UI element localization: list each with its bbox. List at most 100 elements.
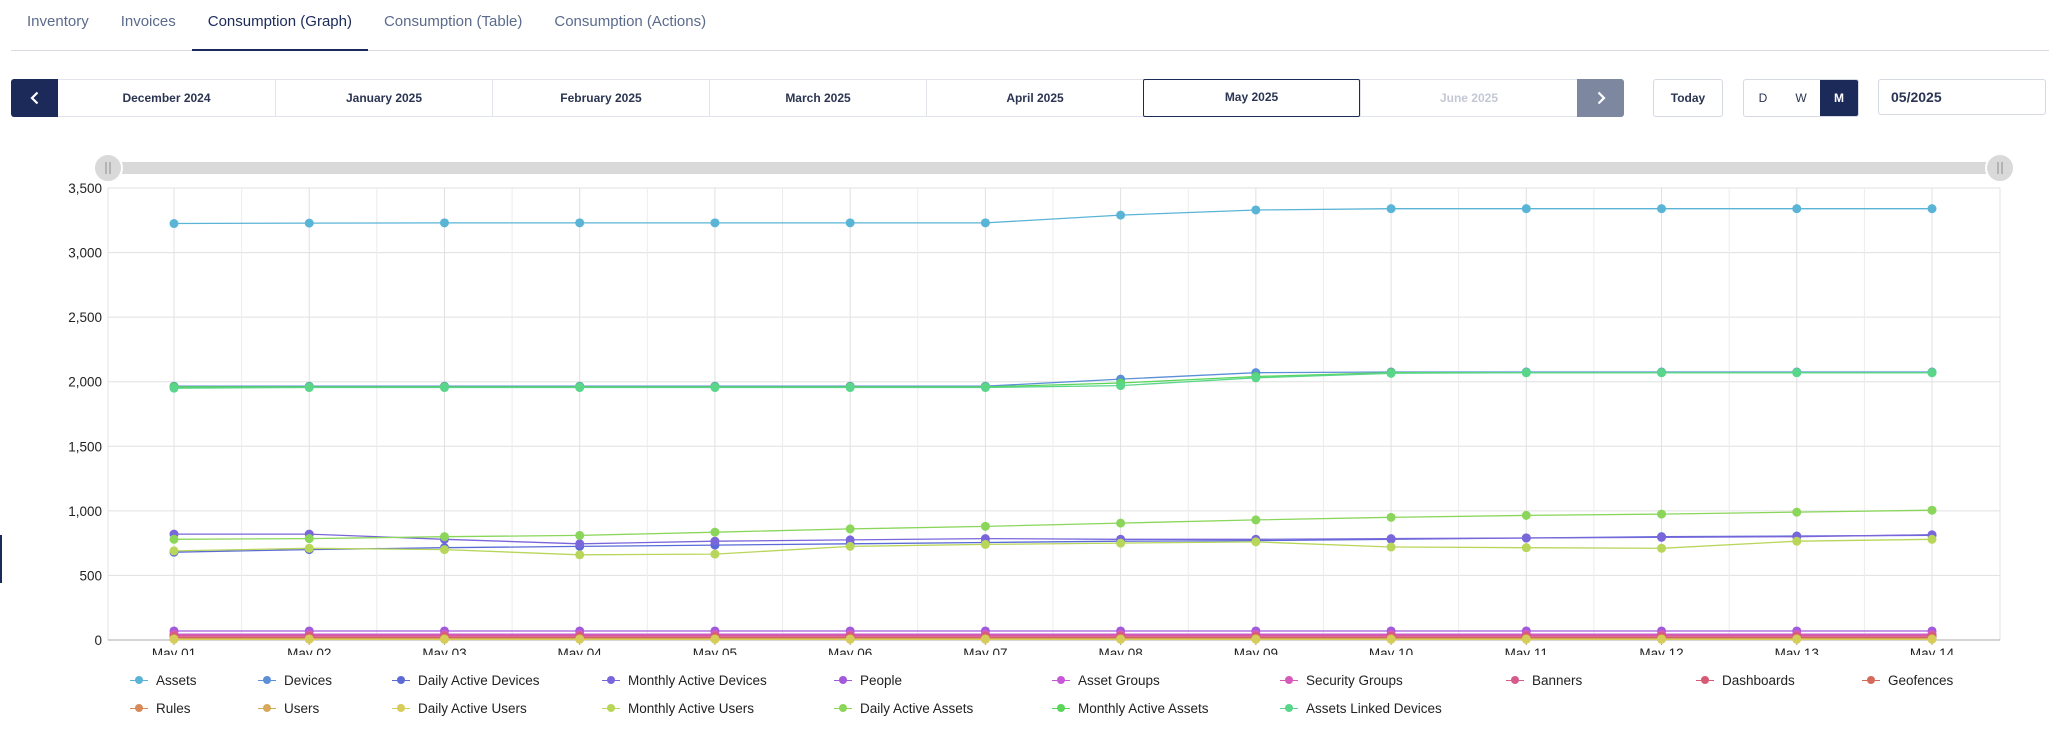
legend-item-banners[interactable]: Banners [1506,673,1696,688]
legend-marker-icon [602,702,620,714]
legend-item-monthly-active-assets[interactable]: Monthly Active Assets [1052,701,1280,716]
x-tick-label: May 12 [1639,646,1683,655]
chevron-right-icon [1597,91,1606,105]
data-point-assets [1386,204,1396,214]
granularity-w-button[interactable]: W [1795,91,1807,105]
range-slider-start-handle[interactable] [93,153,123,183]
granularity-d-button[interactable]: D [1758,91,1768,105]
legend-item-devices[interactable]: Devices [258,673,392,688]
legend-item-people[interactable]: People [834,673,1052,688]
month-may-2025[interactable]: May 2025 [1143,79,1360,117]
legend-marker-icon [258,674,276,686]
legend-label: Daily Active Devices [418,672,540,688]
month-december-2024[interactable]: December 2024 [122,91,211,105]
legend-marker-icon [1506,674,1524,686]
legend-item-monthly-active-devices[interactable]: Monthly Active Devices [602,673,834,688]
data-point-assets-linked-devices [1251,373,1261,383]
series-line-daily-active-assets [173,509,1933,540]
y-tick-label: 3,000 [68,246,102,261]
month-february-2025[interactable]: February 2025 [492,80,709,116]
y-tick-label: 0 [94,633,102,648]
month-january-2025[interactable]: January 2025 [275,80,492,116]
data-point-monthly-active-users [710,549,720,559]
legend-marker-icon [1052,702,1070,714]
month-navigator: December 2024 January 2025 February 2025 Ma… [11,79,1624,117]
legend-item-daily-active-devices[interactable]: Daily Active Devices [392,673,602,688]
previous-month-button[interactable] [11,79,58,117]
data-point-monthly-active-devices [1521,533,1531,543]
legend-label: Monthly Active Assets [1078,700,1209,716]
legend-item-assets[interactable]: Assets [130,673,258,688]
y-tick-label: 1,000 [68,504,102,519]
legend-marker-icon [834,674,852,686]
data-point-assets [845,218,855,228]
next-month-button[interactable] [1577,79,1624,117]
data-point-monthly-active-devices [575,539,585,549]
month-list: December 2024 January 2025 February 2025 Ma… [58,79,1577,117]
x-tick-label: May 11 [1505,646,1548,655]
legend-label: Rules [156,700,191,716]
chart-legend: Assets Devices Daily Active Devices Monthly… [130,666,2030,722]
data-point-daily-active-assets [1251,515,1261,525]
legend-item-security-groups[interactable]: Security Groups [1280,673,1506,688]
tab-consumption-graph[interactable]: Consumption (Graph) [191,0,369,51]
data-point-assets-linked-devices [1116,381,1126,391]
granularity-m-button[interactable]: M [1820,80,1858,116]
y-tick-label: 1,500 [68,439,102,454]
legend-item-dashboards[interactable]: Dashboards [1696,673,1862,688]
data-point-assets-linked-devices [1792,368,1802,378]
data-point-monthly-active-users [1386,542,1396,552]
legend-label: Assets [156,672,197,688]
data-point-daily-active-assets [169,534,179,544]
data-point-assets-linked-devices [980,383,990,393]
legend-label: Geofences [1888,672,1954,688]
today-button[interactable]: Today [1653,79,1723,117]
data-point-daily-active-assets [1657,509,1667,519]
legend-item-assets-linked-devices[interactable]: Assets Linked Devices [1280,701,1506,716]
legend-label: Daily Active Assets [860,700,974,716]
data-point-assets [1116,210,1126,220]
tab-invoices[interactable]: Invoices [120,13,176,30]
legend-item-rules[interactable]: Rules [130,701,258,716]
data-point-daily-active-assets [304,534,314,544]
data-point-assets [1657,204,1667,214]
data-point-daily-active-users [1251,634,1261,644]
tab-inventory[interactable]: Inventory [27,13,89,30]
data-point-daily-active-assets [1792,507,1802,517]
data-point-daily-active-assets [1927,505,1937,515]
month-april-2025[interactable]: April 2025 [926,80,1143,116]
data-point-daily-active-users [439,634,449,644]
data-point-daily-active-users [575,634,585,644]
legend-item-daily-active-assets[interactable]: Daily Active Assets [834,701,1052,716]
legend-marker-icon [1280,674,1298,686]
legend-label: Banners [1532,672,1583,688]
legend-marker-icon [392,674,410,686]
y-tick-label: 2,000 [68,375,102,390]
range-slider-end-handle[interactable] [1985,153,2015,183]
tab-consumption-actions[interactable]: Consumption (Actions) [554,13,707,30]
legend-item-asset-groups[interactable]: Asset Groups [1052,673,1280,688]
legend-item-users[interactable]: Users [258,701,392,716]
month-march-2025[interactable]: March 2025 [709,80,926,116]
tab-consumption-table[interactable]: Consumption (Table) [383,13,523,30]
data-point-assets-linked-devices [1927,368,1937,378]
legend-item-daily-active-users[interactable]: Daily Active Users [392,701,602,716]
data-point-assets [710,218,720,228]
data-point-daily-active-users [1521,634,1531,644]
data-point-daily-active-users [980,634,990,644]
data-point-daily-active-users [1792,634,1802,644]
month-june-2025: June 2025 [1360,80,1577,116]
data-point-assets [169,219,179,229]
y-tick-label: 2,500 [68,310,102,325]
legend-item-monthly-active-users[interactable]: Monthly Active Users [602,701,834,716]
data-point-daily-active-users [169,634,179,644]
data-point-monthly-active-users [1251,537,1261,547]
data-point-assets-linked-devices [1386,368,1396,378]
x-tick-label: May 03 [422,646,466,655]
x-tick-label: May 05 [693,646,737,655]
x-tick-label: May 06 [828,646,872,655]
legend-marker-icon [834,702,852,714]
legend-item-geofences[interactable]: Geofences [1862,673,1982,688]
month-picker-input[interactable]: 05/2025 [1878,79,2046,115]
legend-label: Dashboards [1722,672,1795,688]
